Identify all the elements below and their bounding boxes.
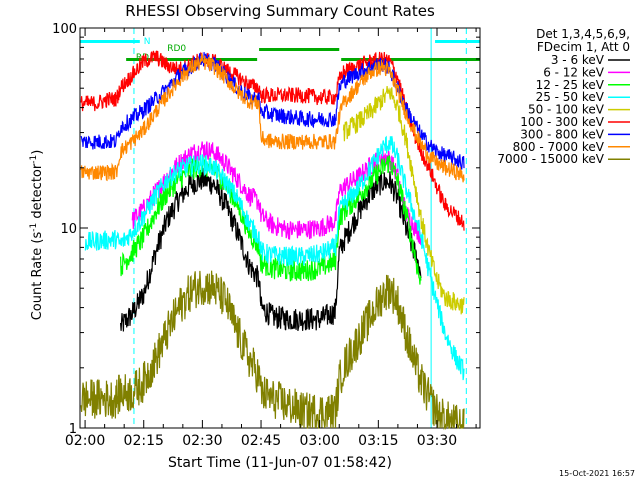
legend-entry-label: 800 - 7000 keV bbox=[513, 140, 605, 154]
legend-header-line-1: Det 1,3,4,5,6,9, bbox=[536, 27, 630, 41]
x-tick-label: 03:30 bbox=[417, 433, 457, 449]
flag-bar-rd bbox=[341, 58, 480, 61]
footer-date: 15-Oct-2021 16:57 bbox=[559, 469, 635, 478]
chart-title: RHESSI Observing Summary Count Rates bbox=[125, 2, 435, 20]
x-tick-label: 02:45 bbox=[241, 433, 281, 449]
y-axis-label-end: ) bbox=[30, 150, 45, 155]
legend-entry-label: 6 - 12 keV bbox=[543, 65, 605, 79]
y-tick-label: 100 bbox=[52, 22, 77, 37]
flag-label-rd0: RD0 bbox=[167, 44, 186, 54]
legend: Det 1,3,4,5,6,9, FDecim 1, Att 0 3 - 6 k… bbox=[497, 27, 630, 166]
legend-header-line-2: FDecim 1, Att 0 bbox=[537, 40, 630, 54]
flag-bar-n bbox=[80, 40, 140, 43]
x-tick-label: 03:15 bbox=[358, 433, 398, 449]
x-tick-label: 02:15 bbox=[124, 433, 164, 449]
legend-entry-label: 3 - 6 keV bbox=[551, 53, 605, 67]
x-tick-label: 02:30 bbox=[182, 433, 222, 449]
legend-entry-label: 300 - 800 keV bbox=[520, 127, 604, 141]
flag-bar-rd bbox=[259, 48, 340, 51]
x-tick-label: 03:00 bbox=[300, 433, 340, 449]
y-axis-label-main: Count Rate (s bbox=[30, 232, 45, 321]
series-lines bbox=[80, 50, 465, 431]
y-tick-label: 1 bbox=[69, 422, 77, 437]
legend-entry-label: 25 - 50 keV bbox=[536, 90, 605, 104]
legend-entry-label: 50 - 100 keV bbox=[528, 103, 605, 117]
series-line bbox=[80, 270, 465, 431]
legend-entry-label: 7000 - 15000 keV bbox=[497, 152, 604, 166]
flag-label-n: N bbox=[144, 37, 151, 47]
legend-entry-label: 100 - 300 keV bbox=[520, 115, 604, 129]
flag-bar-n bbox=[435, 40, 480, 43]
y-tick-label: 10 bbox=[60, 222, 77, 237]
series-line bbox=[342, 85, 465, 315]
y-axis-label-sup: -1 bbox=[29, 223, 39, 232]
series-line bbox=[84, 135, 465, 381]
x-axis-label: Start Time (11-Jun-07 01:58:42) bbox=[168, 455, 392, 471]
y-axis-label-group: Count Rate (s-1 detector-1) bbox=[29, 150, 45, 321]
y-axis-label-sup2: -1 bbox=[29, 155, 39, 164]
axis-ticks: 02:00 02:15 02:30 02:45 03:00 03:15 03:30 1 10 10… bbox=[52, 22, 480, 449]
y-axis-label: Count Rate (s-1 detector-1) bbox=[29, 150, 45, 321]
series-line bbox=[80, 53, 465, 183]
legend-entry-label: 12 - 25 keV bbox=[536, 78, 605, 92]
y-axis-label-rest: detector bbox=[30, 163, 45, 223]
x-tick-label: 02:00 bbox=[65, 433, 105, 449]
